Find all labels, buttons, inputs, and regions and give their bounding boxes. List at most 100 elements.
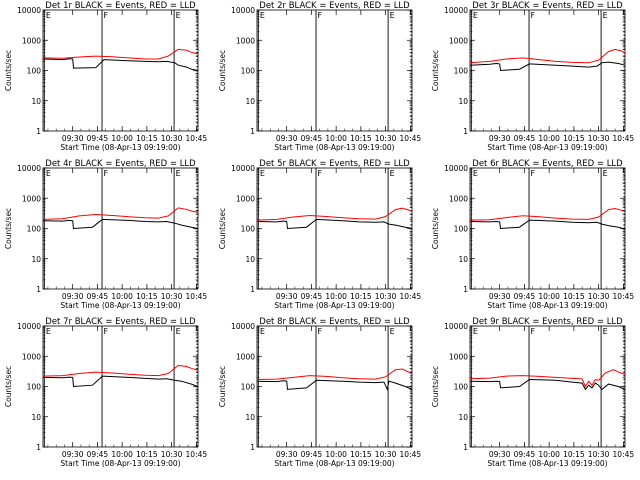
events-series-line: [469, 378, 626, 391]
x-tick-label: 10:45: [186, 450, 208, 459]
panel-title: Det 5r BLACK = Events, RED = LLD: [259, 159, 410, 169]
events-series-line: [469, 219, 626, 230]
x-tick-label: 09:45: [301, 134, 323, 143]
detector-panel-7: Det 7r BLACK = Events, RED = LLD 1 10 100 10…: [4, 317, 207, 468]
x-tick-label: 10:15: [350, 450, 372, 459]
x-tick-label: 09:30: [62, 134, 84, 143]
marker-label: E: [603, 327, 608, 336]
y-axis-label: Counts/sec: [431, 50, 440, 91]
y-tick-label: 10: [458, 413, 468, 422]
marker-label: E: [176, 169, 181, 178]
marker-label: E: [390, 327, 395, 336]
y-tick-label: 100: [27, 225, 42, 234]
marker-label: E: [176, 327, 181, 336]
x-tick-label: 10:30: [588, 134, 610, 143]
y-tick-label: 1000: [449, 194, 468, 203]
y-tick-label: 10000: [231, 164, 255, 173]
y-axis-label: Counts/sec: [4, 50, 13, 91]
marker-label: E: [473, 11, 478, 20]
x-axis-label: Start Time (08-Apr-13 09:19:00): [274, 301, 394, 310]
x-tick-label: 09:45: [301, 292, 323, 301]
y-tick-label: 10000: [231, 6, 255, 15]
y-tick-label: 10: [31, 413, 41, 422]
events-series-line: [42, 218, 199, 230]
x-tick-label: 09:45: [514, 450, 536, 459]
marker-label: F: [318, 11, 323, 20]
marker-label: E: [390, 11, 395, 20]
x-tick-label: 10:15: [136, 134, 158, 143]
marker-label: E: [473, 169, 478, 178]
x-tick-label: 09:45: [87, 450, 109, 459]
marker-label: E: [603, 169, 608, 178]
panel-title: Det 6r BLACK = Events, RED = LLD: [472, 159, 623, 169]
y-axis-label: Counts/sec: [218, 50, 227, 91]
x-tick-label: 09:30: [276, 292, 298, 301]
x-tick-label: 10:30: [375, 450, 397, 459]
panel-title: Det 4r BLACK = Events, RED = LLD: [45, 159, 196, 169]
events-series-line: [42, 375, 199, 388]
marker-label: E: [603, 11, 608, 20]
x-axis-label: Start Time (08-Apr-13 09:19:00): [274, 459, 394, 468]
y-tick-label: 1000: [236, 352, 255, 361]
x-tick-label: 10:45: [613, 450, 635, 459]
x-axis-label: Start Time (08-Apr-13 09:19:00): [487, 459, 607, 468]
marker-label: F: [531, 327, 536, 336]
y-tick-label: 1: [250, 127, 255, 136]
x-tick-label: 10:30: [375, 134, 397, 143]
y-tick-label: 100: [241, 67, 256, 76]
y-tick-label: 10: [245, 255, 255, 264]
x-tick-label: 10:45: [400, 292, 422, 301]
y-tick-label: 1: [36, 127, 41, 136]
x-tick-label: 09:45: [301, 450, 323, 459]
x-tick-label: 10:30: [161, 134, 183, 143]
y-axis-label: Counts/sec: [218, 366, 227, 407]
y-tick-label: 1000: [22, 194, 41, 203]
x-axis-label: Start Time (08-Apr-13 09:19:00): [274, 143, 394, 152]
x-tick-label: 09:30: [489, 134, 511, 143]
y-tick-label: 100: [454, 225, 469, 234]
y-tick-label: 100: [454, 67, 469, 76]
y-tick-label: 10: [458, 255, 468, 264]
x-tick-label: 10:30: [161, 292, 183, 301]
lld-series-line: [256, 368, 413, 380]
y-tick-label: 100: [27, 67, 42, 76]
panel-title: Det 3r BLACK = Events, RED = LLD: [472, 1, 623, 11]
x-axis-label: Start Time (08-Apr-13 09:19:00): [487, 143, 607, 152]
events-series-line: [256, 379, 413, 392]
y-tick-label: 1000: [449, 352, 468, 361]
x-tick-label: 10:15: [350, 134, 372, 143]
panel-title: Det 2r BLACK = Events, RED = LLD: [259, 1, 410, 11]
x-axis-label: Start Time (08-Apr-13 09:19:00): [60, 459, 180, 468]
lld-series-line: [469, 207, 626, 221]
x-tick-label: 10:30: [588, 450, 610, 459]
y-tick-label: 1: [463, 443, 468, 452]
x-tick-label: 10:15: [136, 450, 158, 459]
y-tick-label: 10000: [444, 164, 468, 173]
detector-panel-3: Det 3r BLACK = Events, RED = LLD 1 10 100 10…: [431, 1, 634, 152]
x-tick-label: 09:30: [62, 450, 84, 459]
y-tick-label: 10000: [17, 164, 41, 173]
x-tick-label: 10:00: [325, 134, 347, 143]
x-tick-label: 09:45: [87, 134, 109, 143]
x-axis-label: Start Time (08-Apr-13 09:19:00): [60, 143, 180, 152]
panel-grid: Det 1r BLACK = Events, RED = LLD11010010…: [4, 1, 634, 468]
marker-label: F: [318, 169, 323, 178]
y-axis-label: Counts/sec: [431, 366, 440, 407]
marker-label: E: [46, 169, 51, 178]
lld-series-line: [469, 369, 626, 388]
marker-label: F: [318, 327, 323, 336]
y-tick-label: 1000: [22, 36, 41, 45]
y-tick-label: 10000: [231, 322, 255, 331]
marker-label: E: [260, 11, 265, 20]
detector-panel-6: Det 6r BLACK = Events, RED = LLD 1 10 100 10…: [431, 159, 634, 310]
x-tick-label: 10:30: [588, 292, 610, 301]
x-tick-label: 10:45: [613, 292, 635, 301]
detector-panel-8: Det 8r BLACK = Events, RED = LLD 1 10 100 10…: [218, 317, 421, 468]
marker-label: E: [390, 169, 395, 178]
x-axis-label: Start Time (08-Apr-13 09:19:00): [60, 301, 180, 310]
lld-series-line: [42, 364, 199, 377]
y-tick-label: 10000: [17, 322, 41, 331]
events-series-line: [42, 58, 199, 71]
x-tick-label: 10:00: [538, 450, 560, 459]
x-tick-label: 09:30: [489, 292, 511, 301]
